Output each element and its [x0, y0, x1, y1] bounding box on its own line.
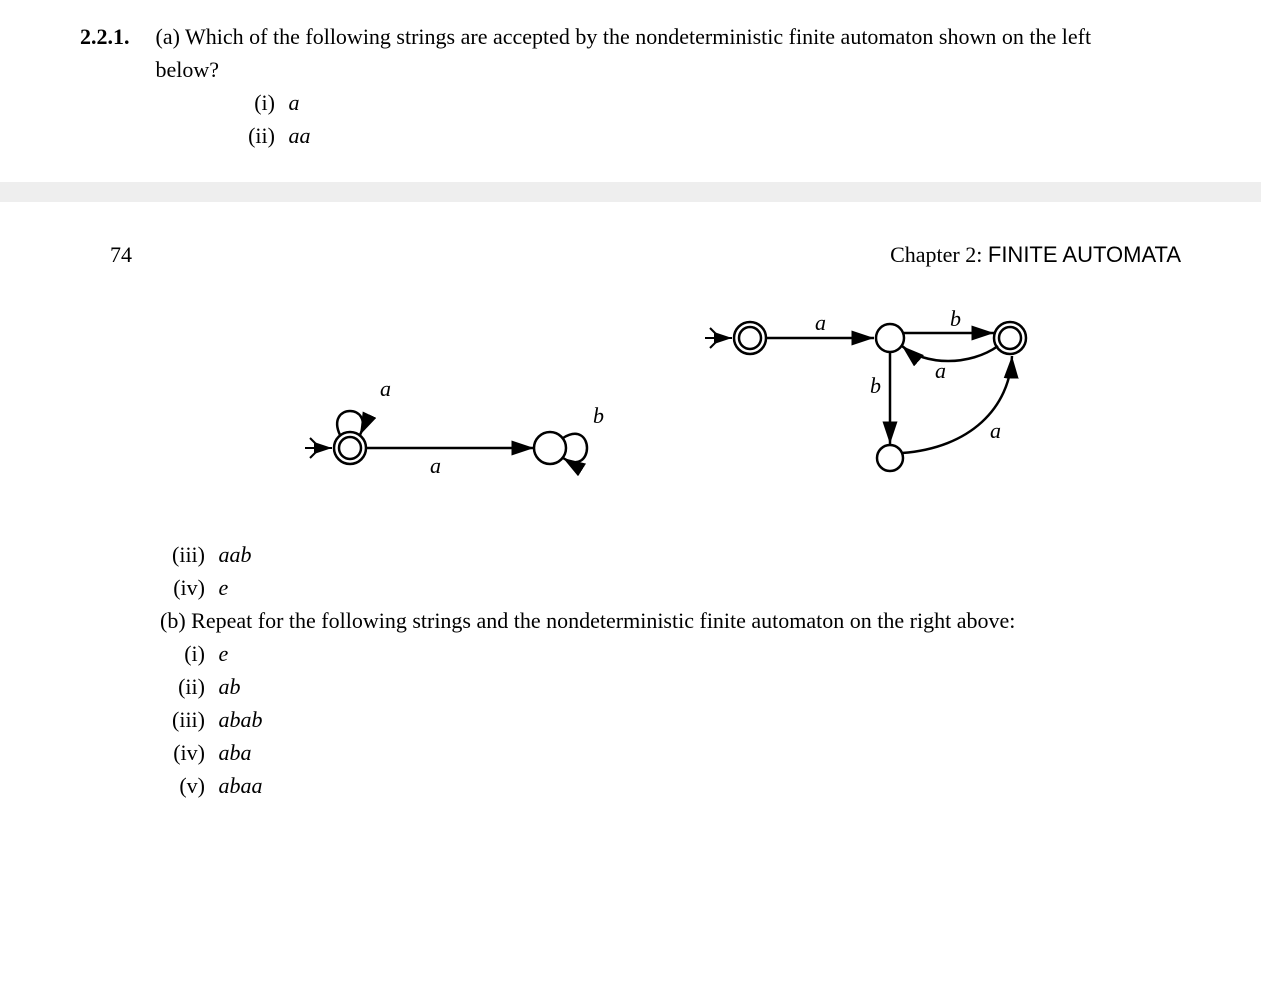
chapter-prefix: Chapter 2:: [890, 242, 988, 267]
item-label: (i): [230, 86, 283, 119]
page-number: 74: [80, 242, 132, 268]
item-value: e: [219, 575, 229, 600]
item-label: (iii): [160, 538, 213, 571]
list-item: (iv) e: [160, 571, 1160, 604]
content-continued: (iii) aab (iv) e (b) Repeat for the foll…: [160, 538, 1160, 802]
list-item: (i) e: [160, 637, 1160, 670]
label-a-edge: a: [430, 453, 441, 478]
chapter-name: FINITE AUTOMATA: [988, 242, 1181, 267]
list-item: (ii) ab: [160, 670, 1160, 703]
item-value: abab: [219, 707, 263, 732]
nfa-right-diagram: a b a b a: [670, 308, 1110, 513]
item-label: (i): [160, 637, 213, 670]
list-item: (iv) aba: [160, 736, 1160, 769]
nfa-left-svg: a a b: [290, 358, 640, 498]
part-b-block: (b) Repeat for the following strings and…: [160, 604, 1160, 637]
label-a-curve: a: [990, 418, 1001, 443]
part-a-label: (a): [156, 24, 180, 49]
list-item: (v) abaa: [160, 769, 1160, 802]
problem-number: 2.2.1.: [80, 20, 150, 53]
problem-text-a: (a) Which of the following strings are a…: [156, 20, 1156, 86]
item-label: (ii): [230, 119, 283, 152]
nfa-left-diagram: a a b: [290, 358, 640, 503]
chapter-header: Chapter 2: FINITE AUTOMATA: [890, 242, 1201, 268]
part-a-text: Which of the following strings are accep…: [156, 24, 1092, 82]
page-header: 74 Chapter 2: FINITE AUTOMATA: [80, 242, 1201, 268]
list-item: (i) a: [230, 86, 1201, 119]
list-item: (ii) aa: [230, 119, 1201, 152]
label-b-top: b: [950, 308, 961, 331]
list-item: (iii) abab: [160, 703, 1160, 736]
item-label: (iv): [160, 571, 213, 604]
item-value: a: [289, 90, 300, 115]
item-label: (ii): [160, 670, 213, 703]
item-value: aba: [219, 740, 252, 765]
nfa-right-svg: a b a b a: [670, 308, 1110, 508]
item-value: aab: [219, 542, 252, 567]
item-label: (v): [160, 769, 213, 802]
label-b-selfloop: b: [593, 403, 604, 428]
item-value: e: [219, 641, 229, 666]
item-value: ab: [219, 674, 241, 699]
items-a-top: (i) a (ii) aa: [230, 86, 1201, 152]
diagrams-container: a a b: [80, 298, 1201, 518]
list-item: (iii) aab: [160, 538, 1160, 571]
page-top-section: 2.2.1. (a) Which of the following string…: [0, 0, 1261, 182]
page-bottom-section: 74 Chapter 2: FINITE AUTOMATA: [0, 202, 1261, 832]
label-b-down: b: [870, 373, 881, 398]
item-label: (iv): [160, 736, 213, 769]
label-a-back: a: [935, 358, 946, 383]
item-value: aa: [289, 123, 311, 148]
label-a-selfloop: a: [380, 376, 391, 401]
item-value: abaa: [219, 773, 263, 798]
part-b-text: Repeat for the following strings and the…: [191, 608, 1015, 633]
problem-statement: 2.2.1. (a) Which of the following string…: [80, 20, 1201, 86]
page-divider: [0, 182, 1261, 202]
item-label: (iii): [160, 703, 213, 736]
label-a1: a: [815, 310, 826, 335]
part-b-label: (b): [160, 608, 186, 633]
